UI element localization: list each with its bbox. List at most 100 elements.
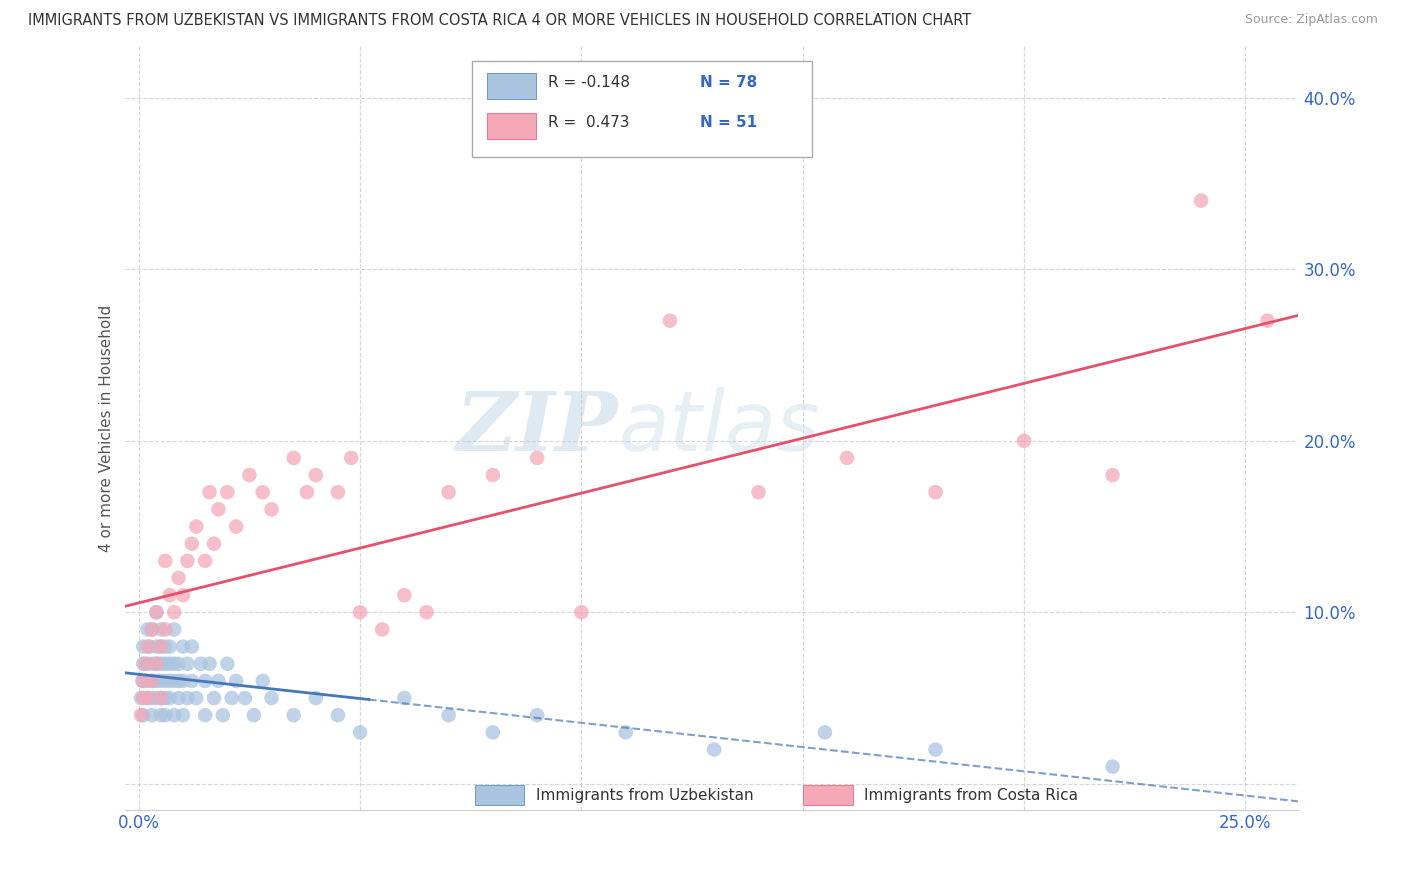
Point (194, 554, 217, 568)
Point (155, 708, 177, 723)
Point (155, 691, 177, 706)
FancyBboxPatch shape (486, 73, 536, 99)
Point (703, 742, 725, 756)
Point (136, 691, 159, 706)
Point (180, 640, 202, 654)
Point (129, 708, 152, 723)
Point (371, 623, 394, 637)
Point (198, 485, 221, 500)
Point (835, 450, 858, 465)
Point (136, 640, 159, 654)
Point (225, 673, 247, 688)
Text: Immigrants from Costa Rica: Immigrants from Costa Rica (865, 788, 1078, 803)
Point (326, 485, 349, 500)
Point (176, 554, 198, 568)
Point (1189, 194, 1212, 208)
Point (202, 691, 225, 706)
Point (141, 623, 163, 637)
Point (136, 623, 159, 637)
Point (194, 708, 217, 723)
Point (172, 673, 194, 688)
FancyBboxPatch shape (486, 113, 536, 139)
Point (155, 673, 177, 688)
Point (526, 708, 548, 723)
Point (225, 519, 247, 533)
Point (149, 691, 172, 706)
Point (924, 742, 946, 756)
Point (814, 725, 837, 739)
Text: N = 78: N = 78 (700, 75, 758, 89)
Point (349, 605, 371, 619)
Point (437, 708, 460, 723)
Point (141, 708, 163, 723)
Point (252, 673, 274, 688)
Point (145, 657, 167, 671)
Point (167, 673, 190, 688)
Text: N = 51: N = 51 (700, 115, 758, 130)
Point (141, 673, 163, 688)
Point (194, 673, 217, 688)
Point (1012, 434, 1035, 448)
Text: Immigrants from Uzbekistan: Immigrants from Uzbekistan (536, 788, 754, 803)
Point (159, 691, 181, 706)
Point (260, 691, 283, 706)
Point (186, 519, 208, 533)
Point (172, 708, 194, 723)
Text: ZIP: ZIP (456, 388, 619, 468)
Point (167, 571, 190, 585)
Y-axis label: 4 or more Vehicles in Household: 4 or more Vehicles in Household (100, 304, 114, 551)
Point (132, 657, 155, 671)
Point (155, 554, 177, 568)
Text: atlas: atlas (619, 387, 820, 468)
Point (207, 673, 229, 688)
Point (163, 623, 186, 637)
Text: IMMIGRANTS FROM UZBEKISTAN VS IMMIGRANTS FROM COSTA RICA 4 OR MORE VEHICLES IN H: IMMIGRANTS FROM UZBEKISTAN VS IMMIGRANTS… (28, 13, 972, 29)
Point (340, 450, 363, 465)
Point (283, 708, 305, 723)
Point (163, 708, 186, 723)
Point (167, 657, 190, 671)
Text: R =  0.473: R = 0.473 (548, 115, 630, 130)
Point (136, 657, 159, 671)
Point (132, 708, 155, 723)
Point (614, 725, 637, 739)
Point (134, 657, 156, 671)
Point (131, 673, 153, 688)
Point (394, 691, 416, 706)
Point (252, 485, 274, 500)
Point (326, 708, 349, 723)
Point (1256, 313, 1278, 327)
Point (141, 673, 163, 688)
Point (394, 588, 416, 602)
Point (526, 450, 548, 465)
Point (145, 605, 167, 619)
Point (1101, 759, 1123, 773)
Point (136, 691, 159, 706)
Point (190, 657, 212, 671)
Point (349, 725, 371, 739)
Point (437, 485, 460, 500)
FancyBboxPatch shape (475, 785, 524, 805)
Point (658, 313, 681, 327)
FancyBboxPatch shape (803, 785, 853, 805)
FancyBboxPatch shape (471, 62, 811, 157)
Point (295, 485, 318, 500)
Point (141, 657, 163, 671)
Point (186, 691, 208, 706)
Point (159, 673, 181, 688)
Point (132, 673, 155, 688)
Point (180, 673, 202, 688)
Point (132, 691, 155, 706)
Point (149, 673, 172, 688)
Point (176, 657, 198, 671)
Point (305, 691, 328, 706)
Point (212, 708, 235, 723)
Point (132, 640, 155, 654)
Point (202, 536, 225, 550)
Point (198, 657, 221, 671)
Point (163, 657, 186, 671)
Point (305, 468, 328, 483)
Point (155, 623, 177, 637)
Point (145, 673, 167, 688)
Point (149, 623, 172, 637)
